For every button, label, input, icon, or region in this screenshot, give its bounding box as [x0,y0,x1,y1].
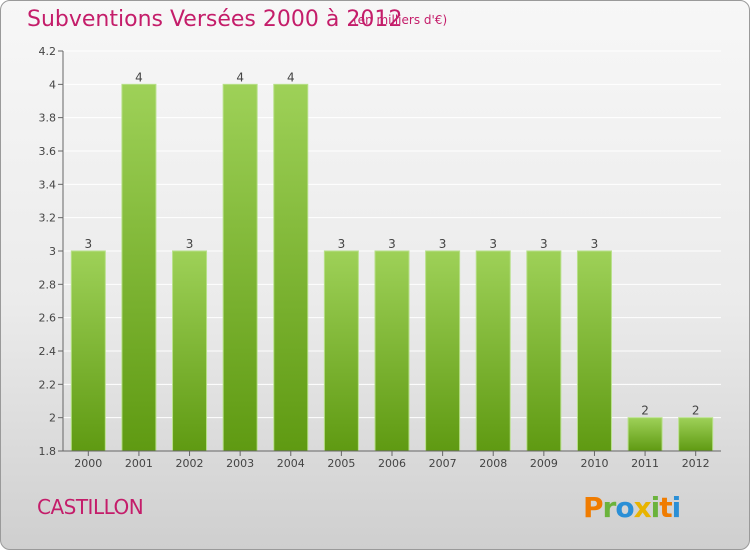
bar [627,417,663,452]
x-tick-label: 2010 [580,457,608,470]
bar [323,250,359,452]
x-tick-label: 2007 [429,457,457,470]
x-tick-label: 2001 [125,457,153,470]
bar [526,250,562,452]
x-tick-label: 2005 [327,457,355,470]
bar [70,250,106,452]
logo-letter: o [615,491,634,524]
x-tick-label: 2002 [176,457,204,470]
logo-letter: P [583,491,604,524]
x-tick-label: 2008 [479,457,507,470]
y-tick-label: 3.6 [39,145,57,158]
bar-data-label: 3 [186,237,194,251]
logo-letter: r [602,491,617,524]
x-tick-label: 2004 [277,457,305,470]
x-tick-label: 2009 [530,457,558,470]
bar-data-label: 2 [692,404,700,418]
logo-letter: i [671,491,682,524]
bar [172,250,208,452]
logo-letter: x [633,491,652,524]
bar [273,83,309,452]
bar-data-label: 4 [236,70,244,84]
logo-letter: t [659,491,672,524]
bar-data-label: 3 [591,237,599,251]
x-tick-label: 2000 [74,457,102,470]
y-tick-label: 4.2 [39,45,57,58]
x-tick-label: 2006 [378,457,406,470]
commune-name: CASTILLON [37,495,144,519]
bar-data-label: 4 [135,70,143,84]
y-tick-label: 2.2 [39,378,57,391]
y-tick-label: 2.4 [39,345,57,358]
bar-data-label: 3 [84,237,92,251]
y-tick-label: 4 [49,78,56,91]
bar [121,83,157,452]
bar [425,250,461,452]
bar-data-label: 4 [287,70,295,84]
x-tick-label: 2003 [226,457,254,470]
bar [576,250,612,452]
y-tick-label: 3.8 [39,112,57,125]
bar-data-label: 3 [489,237,497,251]
bar-data-label: 3 [439,237,447,251]
y-tick-label: 3 [49,245,56,258]
bar [475,250,511,452]
x-tick-label: 2012 [682,457,710,470]
y-tick-label: 3.2 [39,212,57,225]
chart-title: Subventions Versées 2000 à 2012 [27,7,403,32]
proxiti-logo: Proxiti [583,491,682,524]
bar-data-label: 3 [388,237,396,251]
y-tick-label: 2.8 [39,278,57,291]
bar-data-label: 2 [641,404,649,418]
y-tick-label: 1.8 [39,445,57,458]
chart-subtitle: (en milliers d'€) [353,13,448,27]
x-tick-label: 2011 [631,457,659,470]
bar [374,250,410,452]
bar [678,417,714,452]
y-tick-label: 2 [49,412,56,425]
logo-letter: i [650,491,661,524]
bar [222,83,258,452]
bar-data-label: 3 [540,237,548,251]
bar-data-label: 3 [338,237,346,251]
y-tick-label: 2.6 [39,312,57,325]
y-tick-label: 3.4 [39,178,57,191]
